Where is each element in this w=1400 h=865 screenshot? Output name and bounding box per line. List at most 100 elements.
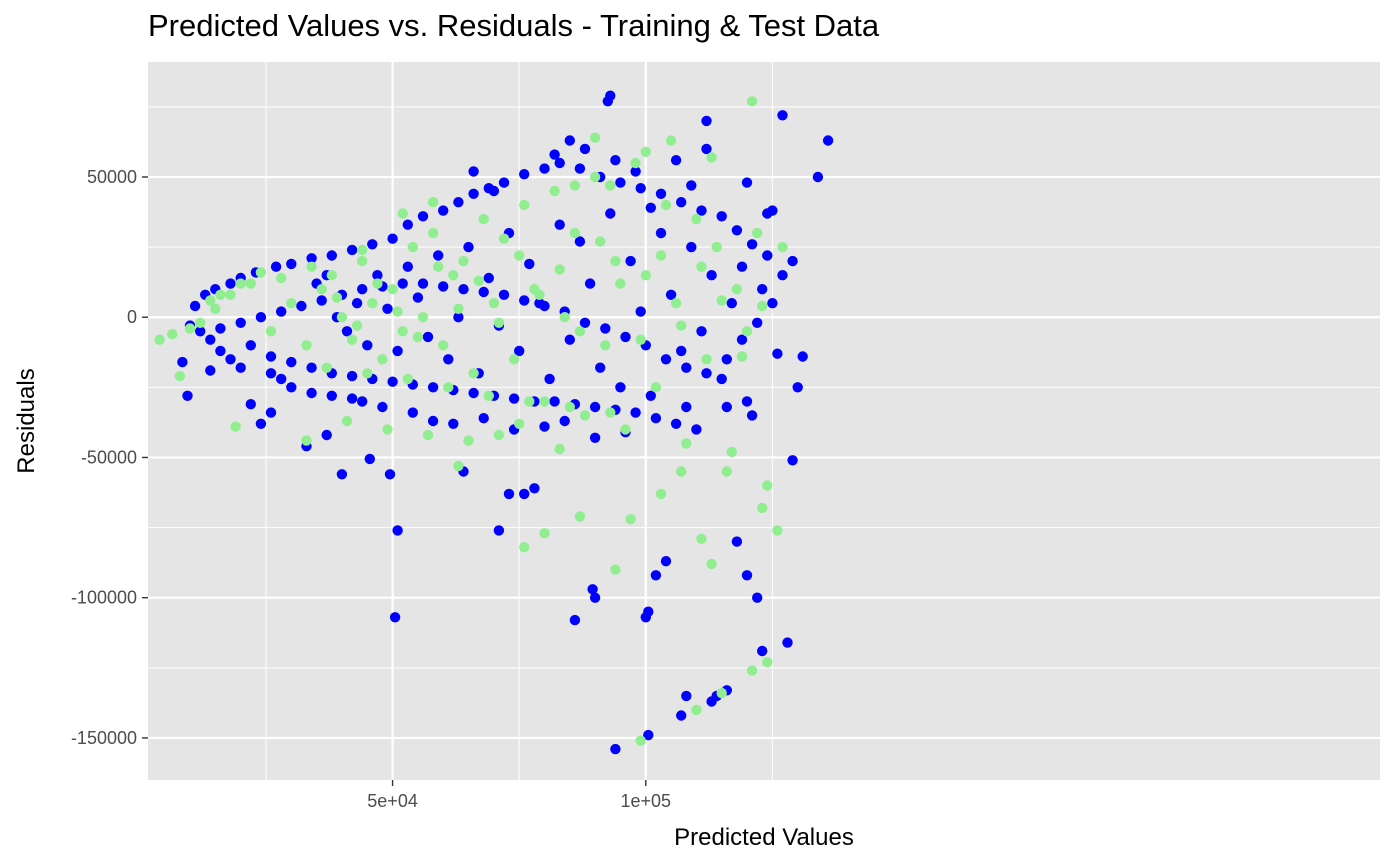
training-point bbox=[731, 225, 743, 236]
training-point bbox=[782, 637, 793, 648]
training-point bbox=[341, 326, 353, 337]
test-point bbox=[524, 396, 535, 407]
training-point bbox=[529, 483, 540, 494]
training-point bbox=[676, 345, 687, 357]
training-points bbox=[177, 90, 834, 755]
training-point bbox=[265, 351, 277, 362]
test-point bbox=[255, 267, 267, 278]
test-point bbox=[286, 298, 297, 309]
test-point bbox=[625, 514, 636, 525]
training-point bbox=[493, 525, 505, 536]
training-point bbox=[767, 205, 778, 216]
training-point bbox=[676, 710, 687, 721]
training-point bbox=[205, 365, 216, 376]
test-point bbox=[397, 208, 408, 219]
test-point bbox=[336, 312, 348, 323]
training-point bbox=[189, 300, 201, 312]
test-point bbox=[574, 326, 586, 337]
test-point bbox=[357, 244, 368, 256]
training-point bbox=[306, 253, 317, 264]
test-point bbox=[579, 410, 591, 421]
test-point bbox=[306, 261, 317, 272]
training-point bbox=[625, 255, 636, 267]
training-point bbox=[645, 202, 656, 213]
training-point bbox=[736, 334, 748, 345]
training-point bbox=[772, 348, 783, 359]
major-gridlines bbox=[148, 62, 1380, 780]
x-axis-title: Predicted Values bbox=[674, 824, 854, 851]
test-point bbox=[382, 424, 393, 435]
test-point bbox=[559, 312, 570, 323]
training-point bbox=[235, 362, 246, 373]
test-point bbox=[757, 300, 768, 312]
training-point bbox=[579, 143, 591, 155]
training-point bbox=[701, 143, 712, 155]
training-point bbox=[589, 432, 601, 443]
chart-title: Predicted Values vs. Residuals - Trainin… bbox=[148, 8, 880, 43]
training-point bbox=[438, 205, 449, 216]
test-point bbox=[301, 340, 312, 351]
test-point bbox=[762, 657, 773, 668]
training-point bbox=[767, 298, 778, 309]
training-point bbox=[559, 415, 570, 427]
training-point bbox=[534, 298, 545, 309]
training-point bbox=[336, 469, 348, 480]
training-point bbox=[357, 284, 368, 295]
training-point bbox=[643, 729, 654, 741]
training-point bbox=[483, 272, 494, 284]
training-point bbox=[686, 241, 697, 253]
training-point bbox=[524, 258, 535, 270]
test-point bbox=[215, 289, 226, 300]
training-point bbox=[357, 396, 368, 407]
test-point bbox=[655, 250, 667, 261]
training-point bbox=[589, 401, 601, 413]
training-point bbox=[453, 312, 464, 323]
test-point bbox=[493, 429, 505, 441]
training-point bbox=[757, 284, 768, 295]
test-point bbox=[772, 525, 783, 536]
test-point bbox=[696, 261, 707, 272]
training-point bbox=[389, 612, 401, 623]
test-point bbox=[407, 241, 418, 253]
training-point bbox=[514, 345, 525, 357]
test-point bbox=[635, 334, 646, 345]
test-point bbox=[316, 284, 327, 295]
test-point bbox=[640, 270, 651, 281]
test-point bbox=[265, 326, 277, 337]
test-point bbox=[539, 396, 550, 407]
test-point bbox=[402, 373, 413, 385]
training-point bbox=[691, 424, 702, 435]
training-point bbox=[706, 270, 717, 281]
training-point bbox=[635, 183, 646, 194]
training-point bbox=[407, 407, 418, 418]
test-point bbox=[230, 421, 241, 432]
training-point bbox=[670, 155, 682, 166]
test-point bbox=[777, 241, 788, 253]
test-point bbox=[534, 289, 545, 300]
training-point bbox=[245, 399, 256, 410]
training-point bbox=[402, 219, 413, 230]
test-point bbox=[357, 255, 368, 267]
training-point bbox=[574, 236, 586, 247]
test-point bbox=[301, 435, 312, 446]
x-tick-label: 5e+04 bbox=[367, 791, 418, 811]
training-point bbox=[498, 289, 510, 300]
test-point bbox=[493, 317, 505, 328]
training-point bbox=[458, 284, 469, 295]
test-point bbox=[351, 320, 363, 331]
test-point bbox=[564, 401, 575, 413]
test-point bbox=[721, 466, 732, 477]
test-point bbox=[443, 382, 454, 393]
training-point bbox=[372, 270, 383, 281]
test-point bbox=[519, 199, 530, 211]
training-point bbox=[746, 410, 758, 421]
training-point bbox=[676, 197, 687, 208]
test-point bbox=[321, 362, 332, 373]
training-point bbox=[346, 393, 358, 404]
test-point bbox=[473, 275, 484, 286]
training-point bbox=[615, 382, 626, 393]
training-point bbox=[255, 418, 267, 429]
test-point bbox=[589, 171, 601, 183]
test-point bbox=[453, 303, 464, 314]
training-point bbox=[762, 250, 773, 261]
